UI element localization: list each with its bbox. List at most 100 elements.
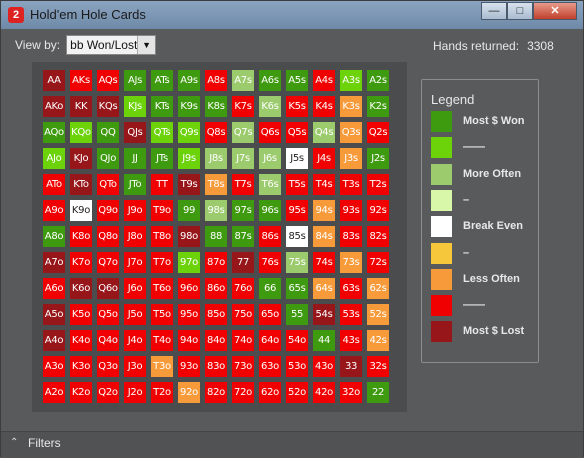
hand-cell-A3o[interactable]: A3o	[43, 356, 65, 377]
hand-cell-65o[interactable]: 65o	[259, 304, 281, 325]
hand-cell-QJs[interactable]: QJs	[124, 122, 146, 143]
hand-cell-96o[interactable]: 96o	[178, 278, 200, 299]
hand-cell-63s[interactable]: 63s	[340, 278, 362, 299]
hand-cell-Q8s[interactable]: Q8s	[205, 122, 227, 143]
hand-cell-96s[interactable]: 96s	[259, 200, 281, 221]
hand-cell-K8s[interactable]: K8s	[205, 96, 227, 117]
hand-cell-J3o[interactable]: J3o	[124, 356, 146, 377]
hand-cell-76o[interactable]: 76o	[232, 278, 254, 299]
hand-cell-53s[interactable]: 53s	[340, 304, 362, 325]
hand-cell-J8s[interactable]: J8s	[205, 148, 227, 169]
hand-cell-KQs[interactable]: KQs	[97, 96, 119, 117]
hand-cell-92s[interactable]: 92s	[367, 200, 389, 221]
hand-cell-A6o[interactable]: A6o	[43, 278, 65, 299]
hand-cell-J2s[interactable]: J2s	[367, 148, 389, 169]
hand-cell-J5s[interactable]: J5s	[286, 148, 308, 169]
hand-cell-K6o[interactable]: K6o	[70, 278, 92, 299]
hand-cell-AA[interactable]: AA	[43, 70, 65, 91]
hand-cell-T6o[interactable]: T6o	[151, 278, 173, 299]
hand-cell-82o[interactable]: 82o	[205, 382, 227, 403]
filters-label[interactable]: Filters	[28, 436, 61, 450]
hand-cell-Q2s[interactable]: Q2s	[367, 122, 389, 143]
hand-cell-K5s[interactable]: K5s	[286, 96, 308, 117]
chevron-down-icon[interactable]: ▼	[137, 36, 156, 54]
hand-cell-72o[interactable]: 72o	[232, 382, 254, 403]
hand-cell-QJo[interactable]: QJo	[97, 148, 119, 169]
hand-cell-87s[interactable]: 87s	[232, 226, 254, 247]
hand-cell-A5o[interactable]: A5o	[43, 304, 65, 325]
hand-cell-84o[interactable]: 84o	[205, 330, 227, 351]
hand-cell-A2o[interactable]: A2o	[43, 382, 65, 403]
hand-cell-T4s[interactable]: T4s	[313, 174, 335, 195]
close-button[interactable]: ✕	[533, 2, 577, 20]
hand-cell-QTs[interactable]: QTs	[151, 122, 173, 143]
hand-cell-Q5s[interactable]: Q5s	[286, 122, 308, 143]
hand-cell-JTs[interactable]: JTs	[151, 148, 173, 169]
hand-cell-K7s[interactable]: K7s	[232, 96, 254, 117]
hand-cell-T9s[interactable]: T9s	[178, 174, 200, 195]
hand-cell-JJ[interactable]: JJ	[124, 148, 146, 169]
hand-cell-AJs[interactable]: AJs	[124, 70, 146, 91]
hand-cell-K3o[interactable]: K3o	[70, 356, 92, 377]
hand-cell-T2o[interactable]: T2o	[151, 382, 173, 403]
hand-cell-52o[interactable]: 52o	[286, 382, 308, 403]
hand-cell-K8o[interactable]: K8o	[70, 226, 92, 247]
hand-cell-K2s[interactable]: K2s	[367, 96, 389, 117]
hand-cell-J4s[interactable]: J4s	[313, 148, 335, 169]
hand-cell-Q9o[interactable]: Q9o	[97, 200, 119, 221]
hand-cell-94o[interactable]: 94o	[178, 330, 200, 351]
hand-cell-94s[interactable]: 94s	[313, 200, 335, 221]
hand-cell-Q9s[interactable]: Q9s	[178, 122, 200, 143]
hand-cell-A4s[interactable]: A4s	[313, 70, 335, 91]
hand-cell-98o[interactable]: 98o	[178, 226, 200, 247]
hand-cell-83s[interactable]: 83s	[340, 226, 362, 247]
hand-cell-73o[interactable]: 73o	[232, 356, 254, 377]
hand-cell-JTo[interactable]: JTo	[124, 174, 146, 195]
hand-cell-J5o[interactable]: J5o	[124, 304, 146, 325]
hand-cell-AQo[interactable]: AQo	[43, 122, 65, 143]
hand-cell-T8s[interactable]: T8s	[205, 174, 227, 195]
hand-cell-J8o[interactable]: J8o	[124, 226, 146, 247]
hand-cell-A7s[interactable]: A7s	[232, 70, 254, 91]
hand-cell-Q3s[interactable]: Q3s	[340, 122, 362, 143]
hand-cell-J7o[interactable]: J7o	[124, 252, 146, 273]
hand-cell-AKs[interactable]: AKs	[70, 70, 92, 91]
hand-cell-K9o[interactable]: K9o	[70, 200, 92, 221]
hand-cell-AJo[interactable]: AJo	[43, 148, 65, 169]
hand-cell-Q6o[interactable]: Q6o	[97, 278, 119, 299]
hand-cell-65s[interactable]: 65s	[286, 278, 308, 299]
hand-cell-66[interactable]: 66	[259, 278, 281, 299]
hand-cell-33[interactable]: 33	[340, 356, 362, 377]
hand-cell-75s[interactable]: 75s	[286, 252, 308, 273]
hand-cell-99[interactable]: 99	[178, 200, 200, 221]
hand-cell-A8s[interactable]: A8s	[205, 70, 227, 91]
hand-cell-64o[interactable]: 64o	[259, 330, 281, 351]
hand-cell-86o[interactable]: 86o	[205, 278, 227, 299]
hand-cell-55[interactable]: 55	[286, 304, 308, 325]
hand-cell-J7s[interactable]: J7s	[232, 148, 254, 169]
hand-cell-KQo[interactable]: KQo	[70, 122, 92, 143]
hand-cell-54o[interactable]: 54o	[286, 330, 308, 351]
hand-cell-KJo[interactable]: KJo	[70, 148, 92, 169]
hand-cell-88[interactable]: 88	[205, 226, 227, 247]
hand-cell-J6o[interactable]: J6o	[124, 278, 146, 299]
hand-cell-QQ[interactable]: QQ	[97, 122, 119, 143]
hand-cell-ATs[interactable]: ATs	[151, 70, 173, 91]
hand-cell-K4s[interactable]: K4s	[313, 96, 335, 117]
hand-cell-A9s[interactable]: A9s	[178, 70, 200, 91]
hand-cell-84s[interactable]: 84s	[313, 226, 335, 247]
hand-cell-43s[interactable]: 43s	[340, 330, 362, 351]
maximize-button[interactable]: □	[507, 2, 533, 20]
view-by-dropdown[interactable]: bb Won/Lost ▼	[66, 35, 157, 55]
hand-cell-T9o[interactable]: T9o	[151, 200, 173, 221]
hand-cell-86s[interactable]: 86s	[259, 226, 281, 247]
hand-cell-KTs[interactable]: KTs	[151, 96, 173, 117]
hand-cell-22[interactable]: 22	[367, 382, 389, 403]
hand-cell-87o[interactable]: 87o	[205, 252, 227, 273]
hand-cell-Q7o[interactable]: Q7o	[97, 252, 119, 273]
hand-cell-K2o[interactable]: K2o	[70, 382, 92, 403]
hand-cell-Q7s[interactable]: Q7s	[232, 122, 254, 143]
hand-cell-74s[interactable]: 74s	[313, 252, 335, 273]
hand-cell-73s[interactable]: 73s	[340, 252, 362, 273]
hand-cell-J3s[interactable]: J3s	[340, 148, 362, 169]
